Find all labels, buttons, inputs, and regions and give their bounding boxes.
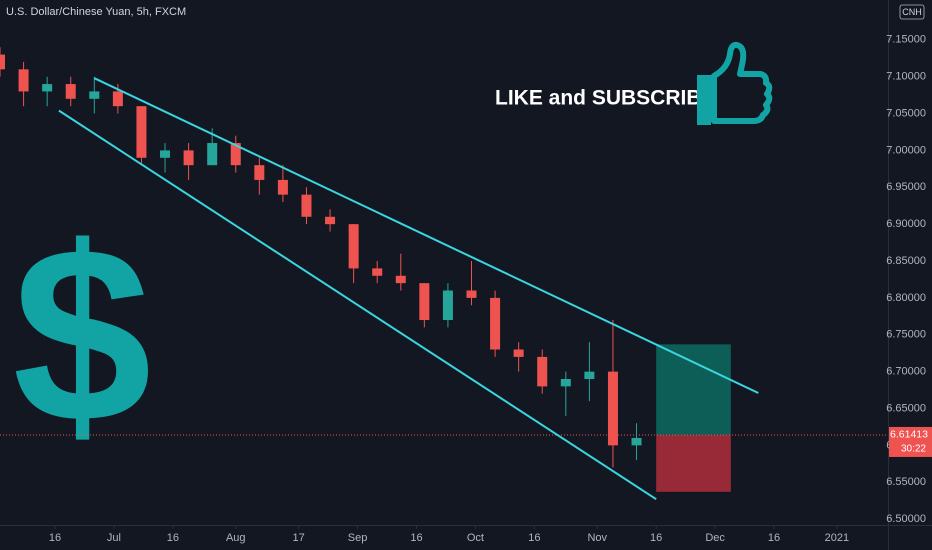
y-tick-label: 7.15000	[886, 34, 926, 46]
candle-body	[490, 297, 501, 350]
y-tick-label: 6.80000	[886, 292, 926, 304]
x-tick-label: Sep	[348, 532, 368, 544]
trendline	[58, 109, 657, 501]
trendline	[93, 77, 759, 394]
x-tick-label: 17	[292, 532, 304, 544]
x-tick-label: 16	[49, 532, 61, 544]
symbol-box	[899, 4, 925, 20]
y-tick-label: 6.75000	[886, 329, 926, 341]
countdown: 30:22	[901, 444, 926, 455]
candle-body	[395, 275, 406, 284]
candle-body	[372, 268, 383, 276]
x-tick-label: 2021	[825, 532, 849, 544]
candle-body	[584, 371, 595, 380]
x-tick-label: 16	[528, 532, 540, 544]
candle-body	[348, 224, 359, 269]
price-label-box	[889, 426, 932, 457]
candle-body	[631, 437, 642, 446]
candle-body	[277, 179, 288, 195]
candle-body	[0, 54, 5, 70]
y-tick-label: 6.65000	[886, 402, 926, 414]
candle-body	[65, 84, 76, 99]
y-tick-label: 7.10000	[886, 71, 926, 83]
y-tick-label: 7.05000	[886, 107, 926, 119]
candle-body	[18, 69, 29, 92]
candle-body	[513, 349, 524, 357]
x-tick-label: Oct	[467, 532, 484, 544]
chart-title: U.S. Dollar/Chinese Yuan, 5h, FXCM	[6, 6, 186, 18]
candle-body	[560, 379, 571, 387]
x-tick-label: 16	[768, 532, 780, 544]
y-tick-label: 6.85000	[886, 255, 926, 267]
candle-body	[207, 143, 218, 166]
y-tick-label: 6.70000	[886, 366, 926, 378]
y-tick-label: 6.50000	[886, 513, 926, 525]
y-tick-label: 6.55000	[886, 476, 926, 488]
x-tick-label: Aug	[226, 532, 246, 544]
candle-body	[183, 150, 194, 166]
candle-body	[442, 290, 453, 321]
loss-zone	[656, 434, 731, 492]
call-to-action: LIKE and SUBSCRIBE	[495, 87, 716, 110]
candle-body	[112, 91, 123, 107]
candle-body	[136, 106, 147, 158]
candle-body	[230, 143, 241, 166]
candle-body	[301, 194, 312, 217]
x-tick-label: 16	[650, 532, 662, 544]
y-tick-label: 6.95000	[886, 181, 926, 193]
profit-zone	[656, 344, 731, 435]
candle-body	[254, 165, 265, 180]
x-tick-label: 16	[410, 532, 422, 544]
dollar-sign: $	[12, 195, 151, 474]
candle-body	[537, 356, 548, 387]
y-tick-label: 7.00000	[886, 144, 926, 156]
x-tick-label: Jul	[107, 532, 121, 544]
candle-body	[466, 290, 477, 298]
x-tick-label: Dec	[705, 532, 725, 544]
symbol: CNH	[902, 7, 922, 17]
thumbs-up-icon	[697, 41, 773, 125]
candle-body	[89, 91, 100, 99]
y-tick-label: 6.90000	[886, 218, 926, 230]
candle-body	[607, 371, 618, 446]
candle-body	[42, 84, 53, 92]
candle-body	[325, 216, 336, 225]
candle-body	[160, 150, 171, 158]
x-tick-label: 16	[167, 532, 179, 544]
candle-body	[419, 283, 430, 321]
price-label: 6.61413	[890, 429, 928, 441]
x-tick-label: Nov	[587, 532, 607, 544]
